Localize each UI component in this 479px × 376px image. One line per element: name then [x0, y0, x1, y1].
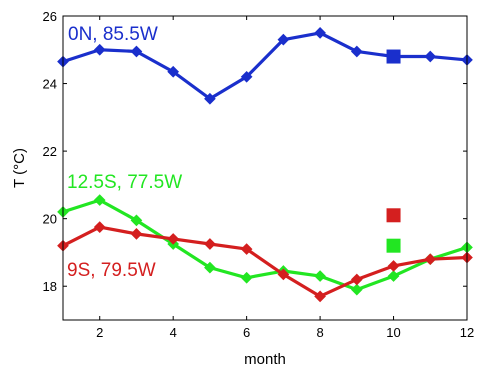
series-point-1 — [314, 270, 326, 282]
x-tick-label: 12 — [460, 325, 474, 340]
series-point-0 — [314, 27, 326, 39]
series-point-2 — [277, 268, 290, 281]
series-point-1 — [93, 194, 106, 206]
series-label-9s-79-5w: 9S, 79.5W — [67, 260, 156, 281]
series-line-1 — [62, 198, 468, 292]
series-point-1 — [387, 270, 400, 282]
series-point-0 — [277, 33, 290, 46]
series-point-0 — [240, 70, 253, 83]
y-tick-label: 26 — [43, 9, 57, 24]
series-point-0 — [130, 45, 143, 58]
series-point-2 — [204, 238, 216, 250]
series-point-0 — [424, 50, 437, 63]
series-square-marker-0 — [386, 49, 401, 64]
series-point-2 — [130, 228, 143, 240]
series-point-0 — [350, 45, 363, 58]
series-line-2 — [62, 225, 468, 298]
series-label-12-5s-77-5w: 12.5S, 77.5W — [67, 172, 182, 193]
series-point-2 — [314, 290, 326, 303]
series-point-2 — [424, 253, 437, 266]
y-axis-label: T (°C) — [11, 148, 28, 188]
x-tick-label: 10 — [386, 325, 400, 340]
series-point-2 — [240, 243, 253, 255]
x-tick-label: 2 — [96, 325, 103, 340]
x-tick-label: 4 — [170, 325, 177, 340]
y-axis-ticks: 18 20 22 24 26 — [43, 9, 467, 294]
y-tick-label: 20 — [43, 212, 57, 227]
series-point-2 — [167, 233, 180, 245]
series-point-1 — [204, 261, 216, 274]
series-point-1 — [240, 271, 253, 284]
series-point-0 — [93, 43, 106, 56]
series-point-2 — [93, 221, 106, 233]
x-tick-label: 8 — [316, 325, 323, 340]
plot-frame — [62, 15, 468, 321]
series-point-0 — [167, 65, 180, 78]
series-label-0n-85-5w: 0N, 85.5W — [68, 24, 158, 45]
y-tick-label: 22 — [43, 144, 57, 159]
series-point-2 — [350, 273, 363, 286]
series-point-2 — [387, 260, 400, 272]
series-square-marker-1 — [386, 238, 401, 253]
chart-marks — [57, 27, 473, 303]
x-axis-label: month — [244, 351, 286, 368]
series-square-marker-2 — [386, 208, 401, 223]
series-point-1 — [350, 283, 363, 296]
x-tick-label: 6 — [243, 325, 250, 340]
x-axis-ticks: 2 4 6 8 10 12 — [96, 16, 474, 340]
series-point-0 — [204, 92, 216, 105]
y-tick-label: 24 — [43, 77, 57, 92]
y-tick-label: 18 — [43, 279, 57, 294]
series-point-1 — [130, 214, 143, 227]
